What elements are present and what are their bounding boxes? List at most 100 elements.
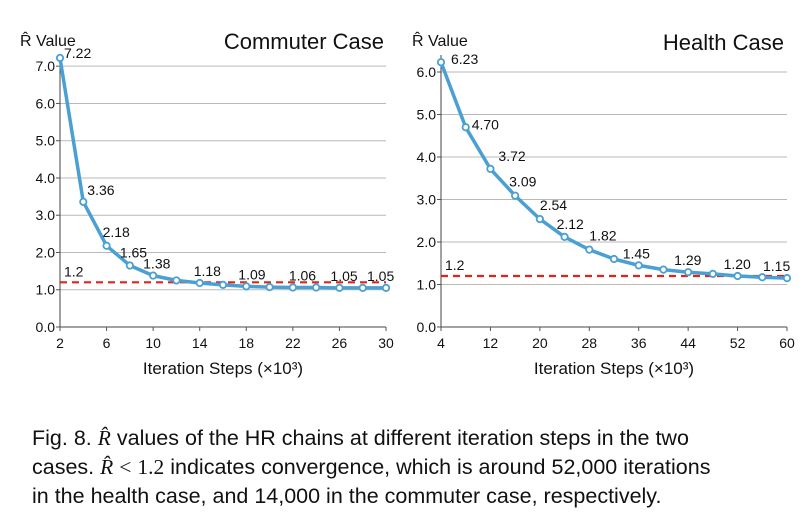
y-tick-label: 4.0 [417,149,437,165]
x-axis-title: Iteration Steps (×10³) [534,359,694,378]
y-tick-label: 2.0 [36,244,56,260]
data-point [733,271,742,281]
data-point [195,278,204,288]
data-point [335,283,344,292]
data-label: 2.18 [103,224,130,240]
data-point [659,265,668,274]
data-label: 6.23 [451,51,478,67]
data-point [149,271,158,280]
commuter-case-chart: 0.01.02.03.04.05.06.07.02 6 10 14 18 22 26 301.… [20,29,394,378]
caption-rhat-symbol: R̂ [97,426,111,450]
y-tick-label: 3.0 [36,207,56,223]
data-point [684,268,693,277]
data-label: 7.22 [64,45,91,61]
y-axis-title: R̂ Value [20,30,76,50]
data-label: 3.36 [87,182,114,198]
y-tick-label: 5.0 [417,107,437,123]
figure-charts: 0.01.02.03.04.05.06.07.02 6 10 14 18 22 26 301.… [20,29,795,378]
data-point [381,283,391,292]
chart-title: Commuter Case [224,29,384,54]
data-point [55,53,65,63]
data-label: 1.20 [724,256,751,272]
data-point [511,191,520,200]
data-label: 1.05 [330,268,357,284]
x-tick-label: 44 [680,335,696,351]
data-label: 1.29 [674,252,701,268]
data-point [782,274,792,283]
x-axis-title: Iteration Steps (×10³) [143,359,303,378]
y-tick-label: 3.0 [417,192,437,208]
y-tick-label: 5.0 [36,133,56,149]
data-label: 1.82 [589,228,616,244]
y-axis-title: R̂ Value [412,30,468,50]
caption-threshold-value: 1.2 [137,455,165,479]
data-label: 1.15 [763,258,790,274]
data-point [436,58,446,67]
data-label: 1.18 [194,263,221,279]
x-tick-label: 30 [378,335,394,351]
y-tick-label: 0.0 [36,319,56,335]
x-tick-label: 12 [483,335,499,351]
x-tick-label: 14 [192,335,208,351]
y-tick-label: 4.0 [36,170,56,186]
data-label: 1.06 [289,268,316,284]
x-tick-label: 26 [332,335,348,351]
data-point [560,232,569,241]
x-tick-label: 22 [285,335,301,351]
x-tick-label: 2 [56,335,64,351]
y-tick-label: 1.0 [417,277,437,293]
caption-rhat-symbol: R̂ [100,455,114,479]
y-tick-label: 6.0 [417,64,437,80]
data-point [218,280,228,289]
health-case-chart: 0.0 1.0 2.0 3.0 4.0 5.0 6.0 4 12 20 28 36 44 52 60 1.2 6… [412,30,795,378]
y-tick-label: 7.0 [36,58,56,74]
caption-text: values of the HR chains at different ite… [116,426,689,450]
caption-text: indicates convergence, which is around 5… [170,455,711,479]
x-tick-label: 36 [631,335,647,351]
x-tick-label: 28 [581,335,597,351]
data-label: 1.09 [238,266,265,282]
caption-less-than: < [119,455,132,479]
y-tick-label: 1.0 [36,282,56,298]
threshold-label: 1.2 [64,263,84,279]
x-tick-label: 6 [103,335,111,351]
caption-line-2: cases. R̂ < 1.2 indicates convergence, w… [32,453,802,482]
x-tick-label: 18 [238,335,254,351]
x-tick-label: 20 [532,335,548,351]
figure-caption: Fig. 8. R̂ values of the HR chains at di… [32,424,802,511]
caption-fig-label: Fig. 8. [32,426,92,450]
data-label: 1.38 [143,256,170,272]
data-point [288,283,297,292]
data-point [585,245,594,254]
x-tick-label: 10 [145,335,161,351]
data-label: 2.12 [557,216,584,232]
data-point [172,276,181,285]
x-tick-label: 60 [779,335,795,351]
data-point [242,282,251,291]
data-point [758,273,767,282]
threshold-label: 1.2 [445,257,465,273]
data-label: 4.70 [472,116,499,132]
y-tick-label: 2.0 [417,234,437,250]
data-label: 1.65 [120,245,147,261]
data-point [609,254,619,264]
series-line [58,57,386,290]
y-tick-label: 6.0 [36,95,56,111]
data-point [265,283,274,292]
data-point [708,269,717,278]
caption-line-3: in the health case, and 14,000 in the co… [32,484,662,508]
data-label: 2.54 [540,197,567,213]
y-tick-label: 0.0 [417,319,437,335]
data-point [312,283,321,292]
data-point [486,164,495,173]
data-label: 1.45 [623,245,650,261]
data-point [79,197,88,206]
caption-line-1: Fig. 8. R̂ values of the HR chains at di… [32,424,802,453]
chart-title: Health Case [663,30,784,55]
data-point [535,214,544,224]
data-point [634,261,643,270]
data-point [102,241,111,250]
data-label: 3.72 [498,148,525,164]
data-label: 3.09 [509,174,536,190]
x-tick-label: 4 [437,335,445,351]
